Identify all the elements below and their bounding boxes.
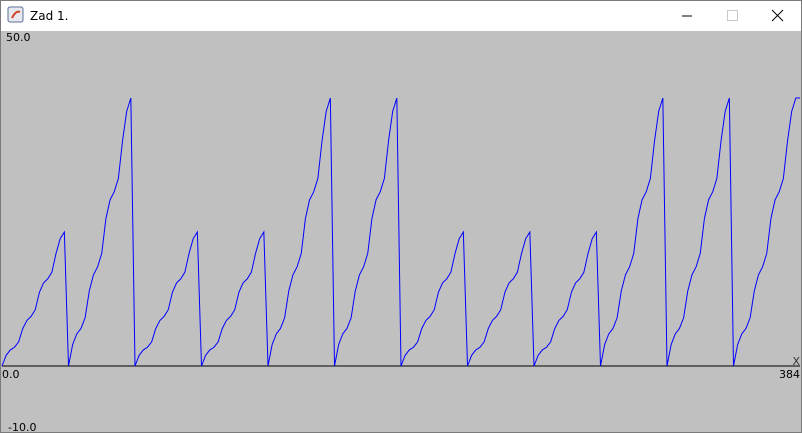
- maximize-button[interactable]: [727, 10, 738, 21]
- close-button[interactable]: [771, 9, 784, 22]
- signal-line: [1, 97, 800, 367]
- plot-area: [0, 31, 802, 433]
- y-tick-label: 50.0: [6, 31, 31, 44]
- y-tick-label: -10.0: [8, 421, 36, 433]
- x-tick-label: 0.0: [2, 368, 20, 381]
- x-tick-label: 384: [779, 368, 800, 381]
- title-bar: [0, 0, 802, 31]
- window-title: Zad 1.: [30, 9, 68, 23]
- app-icon: [7, 6, 24, 23]
- x-axis-label: X: [792, 355, 800, 368]
